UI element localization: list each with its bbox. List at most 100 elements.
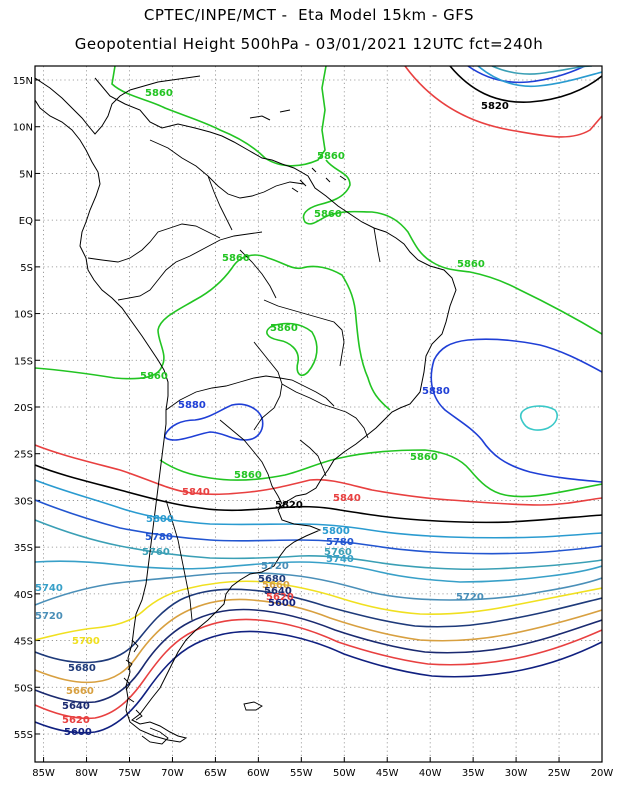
contour-label: 5860: [457, 259, 485, 270]
lat-tick-label: 5N: [19, 169, 33, 180]
lat-tick-label: 25S: [14, 450, 33, 461]
lat-tick-label: 15S: [14, 356, 33, 367]
lat-tick-label: 5S: [20, 263, 33, 274]
contour-5780-sub: [35, 499, 602, 555]
country-borders: [87, 139, 381, 621]
lon-tick-label: 85W: [32, 768, 55, 779]
contour-label: 5720: [456, 592, 484, 603]
lon-tick-label: 40W: [419, 768, 442, 779]
lon-tick-label: 65W: [204, 768, 227, 779]
contour-5880-top: [467, 66, 586, 84]
central-america-coastline: [35, 75, 201, 135]
lat-tick-label: 40S: [14, 590, 33, 601]
contour-5840-sub: [35, 444, 602, 506]
contour-5600-sub: [35, 630, 602, 734]
lon-tick-label: 60W: [247, 768, 270, 779]
contour-5760-sub: [35, 519, 602, 571]
lat-tick-label: 50S: [14, 683, 33, 694]
contour-5720-sub: [35, 571, 602, 606]
contour-label: 5620: [266, 592, 294, 603]
contour-5740-sub: [35, 560, 602, 583]
contour-5620-sub: [35, 618, 602, 720]
contour-5860-carib: [302, 159, 602, 335]
longitude-labels: 85W 80W 75W 70W 65W 60W 55W 50W 45W 40W 35W 30W 25W 2…: [32, 768, 613, 779]
map-frame: [34, 65, 603, 763]
contour-label: 5860: [314, 209, 342, 220]
lon-tick-label: 80W: [75, 768, 98, 779]
contour-label: 5640: [264, 586, 292, 597]
contour-5880-east: [430, 338, 602, 483]
south-america-coastline: [35, 77, 457, 743]
contour-5860-north: [111, 66, 327, 167]
lat-tick-label: EQ: [19, 216, 33, 227]
contour-label: 5840: [333, 493, 361, 504]
contour-5860-south: [35, 254, 391, 411]
map-title-line2: Geopotential Height 500hPa - 03/01/2021 …: [74, 35, 544, 53]
contour-label: 5860: [145, 88, 173, 99]
contour-label: 5700: [72, 636, 100, 647]
contour-label: 5840: [182, 487, 210, 498]
lon-tick-label: 75W: [118, 768, 141, 779]
contour-label: 5720: [35, 611, 63, 622]
contour-5760-top: [491, 66, 593, 75]
contour-label: 5880: [422, 386, 450, 397]
contour-label: 5780: [145, 532, 173, 543]
falkland-islands: [243, 701, 263, 711]
contour-label: 5740: [326, 554, 354, 565]
contour-label: 5740: [35, 583, 63, 594]
contour-label: 5860: [270, 323, 298, 334]
patagonia-islands: [123, 639, 169, 745]
contour-label: 5680: [258, 574, 286, 585]
contour-5880-eddy: [519, 405, 558, 431]
contour-label: 5820: [481, 101, 509, 112]
contour-5840-top: [404, 66, 602, 138]
contour-label: 5720: [261, 561, 289, 572]
contour-label: 5860: [317, 151, 345, 162]
lon-tick-label: 55W: [290, 768, 313, 779]
lat-tick-label: 15N: [13, 76, 33, 87]
contour-5820-top: [449, 66, 602, 103]
contour-5860-subtrop: [159, 449, 602, 498]
contour-5800-sub: [35, 479, 602, 539]
contour-label: 5660: [66, 686, 94, 697]
contour-5800-top: [477, 66, 602, 88]
lon-tick-label: 70W: [161, 768, 184, 779]
contour-label: 5800: [146, 514, 174, 525]
contour-5700-sub: [35, 580, 602, 641]
latitude-labels: 15N 10N 5N EQ 5S 10S 15S 20S 25S 30S 35S 40S 45S 50S 5…: [13, 76, 33, 741]
contour-5880-central: [164, 403, 264, 441]
lat-tick-label: 55S: [14, 730, 33, 741]
lat-tick-label: 35S: [14, 543, 33, 554]
contour-label: 5860: [410, 452, 438, 463]
contour-label: 5620: [62, 715, 90, 726]
contour-labels: 5860 5860 5860 5860 5860 5860 5860 5860 …: [35, 88, 509, 738]
contour-label: 5760: [142, 547, 170, 558]
contour-5860-south2: [266, 322, 318, 377]
contour-5640-sub: [35, 608, 602, 704]
contour-label: 5860: [234, 470, 262, 481]
lat-tick-label: 20S: [14, 403, 33, 414]
lat-tick-label: 10S: [14, 310, 33, 321]
lat-tick-label: 45S: [14, 637, 33, 648]
lon-tick-label: 20W: [591, 768, 614, 779]
lon-tick-label: 50W: [333, 768, 356, 779]
caribbean-islands: [249, 109, 347, 193]
contour-5820-sub: [35, 464, 602, 524]
lon-tick-label: 45W: [376, 768, 399, 779]
contour-label: 5680: [68, 663, 96, 674]
lon-tick-label: 25W: [548, 768, 571, 779]
lat-tick-label: 10N: [13, 123, 33, 134]
lon-tick-label: 30W: [505, 768, 528, 779]
map-title-line1: CPTEC/INPE/MCT - Eta Model 15km - GFS: [143, 6, 475, 24]
contour-5660-sub: [35, 598, 602, 684]
contour-label: 5760: [324, 547, 352, 558]
contour-label: 5600: [268, 598, 296, 609]
lon-tick-label: 35W: [462, 768, 485, 779]
contour-label: 5880: [178, 400, 206, 411]
contour-label: 5800: [322, 526, 350, 537]
lat-tick-label: 30S: [14, 496, 33, 507]
contour-label: 5640: [62, 701, 90, 712]
contour-label: 5660: [262, 580, 290, 591]
contour-label: 5860: [140, 371, 168, 382]
